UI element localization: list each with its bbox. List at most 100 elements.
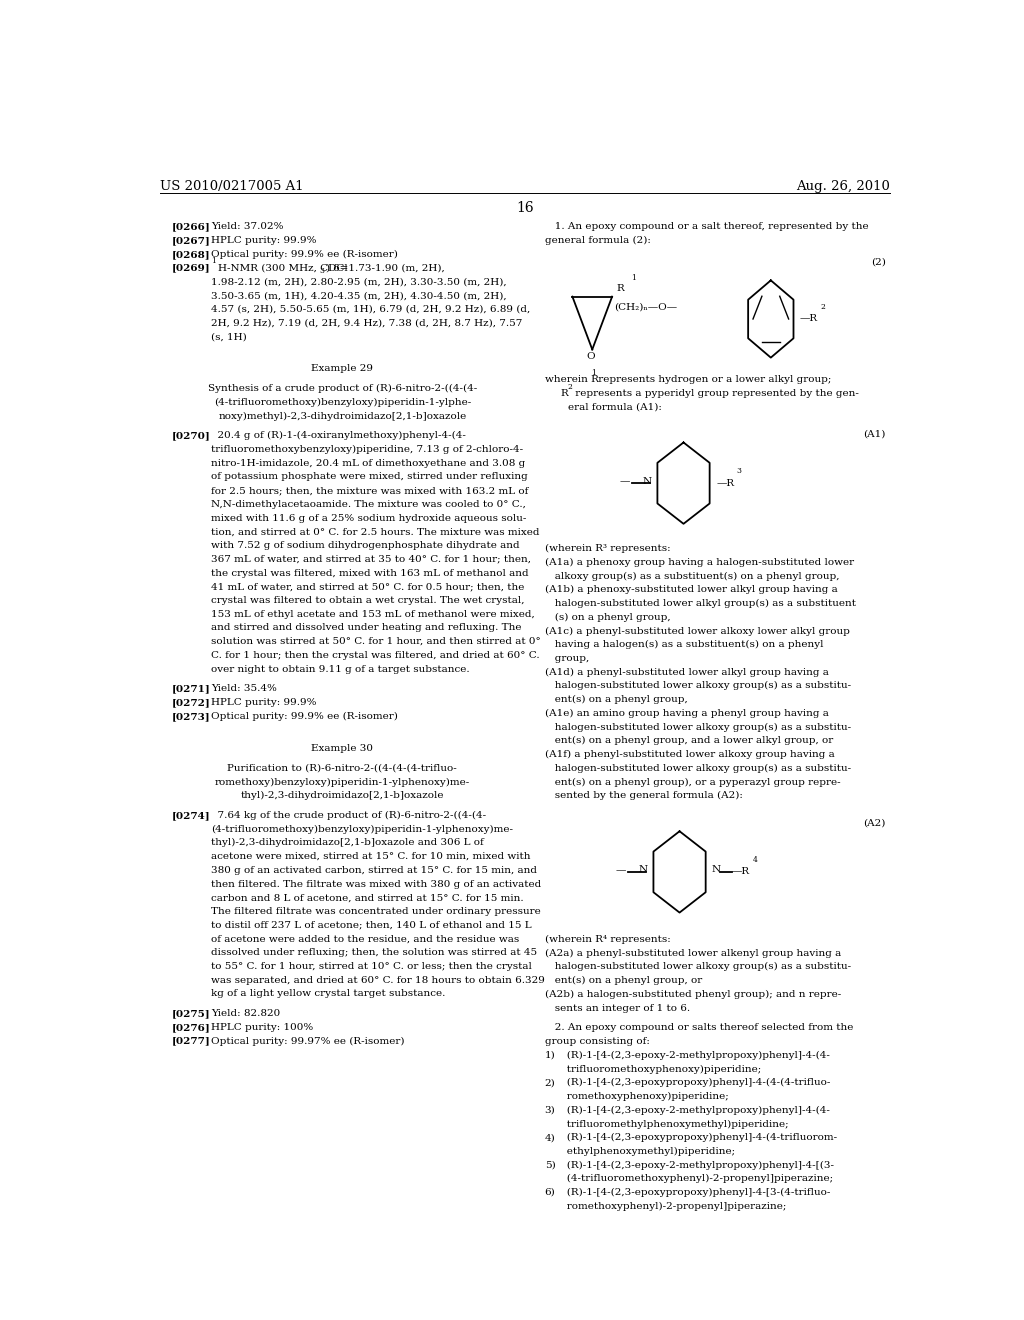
Text: 1: 1: [211, 257, 216, 265]
Text: halogen-substituted lower alkoxy group(s) as a substitu-: halogen-substituted lower alkoxy group(s…: [545, 722, 851, 731]
Text: Example 29: Example 29: [311, 364, 374, 374]
Text: [0269]: [0269]: [172, 264, 210, 273]
Text: [0272]: [0272]: [172, 698, 210, 708]
Text: romethoxyphenoxy)piperidine;: romethoxyphenoxy)piperidine;: [557, 1092, 728, 1101]
Text: —R: —R: [732, 867, 750, 876]
Text: Yield: 37.02%: Yield: 37.02%: [211, 223, 284, 231]
Text: (R)-1-[4-(2,3-epoxy-2-methylpropoxy)phenyl]-4-(4-: (R)-1-[4-(2,3-epoxy-2-methylpropoxy)phen…: [557, 1106, 829, 1115]
Text: 7.64 kg of the crude product of (R)-6-nitro-2-((4-(4-: 7.64 kg of the crude product of (R)-6-ni…: [211, 810, 486, 820]
Text: romethoxy)benzyloxy)piperidin-1-ylphenoxy)me-: romethoxy)benzyloxy)piperidin-1-ylphenox…: [215, 777, 470, 787]
Text: Purification to (R)-6-nitro-2-((4-(4-(4-trifluo-: Purification to (R)-6-nitro-2-((4-(4-(4-…: [227, 764, 457, 772]
Text: 2: 2: [567, 383, 572, 391]
Text: group,: group,: [545, 653, 589, 663]
Text: O: O: [586, 351, 595, 360]
Text: 1.98-2.12 (m, 2H), 2.80-2.95 (m, 2H), 3.30-3.50 (m, 2H),: 1.98-2.12 (m, 2H), 2.80-2.95 (m, 2H), 3.…: [211, 277, 507, 286]
Text: (R)-1-[4-(2,3-epoxypropoxy)phenyl]-4-(4-(4-trifluo-: (R)-1-[4-(2,3-epoxypropoxy)phenyl]-4-(4-…: [557, 1078, 829, 1088]
Text: solution was stirred at 50° C. for 1 hour, and then stirred at 0°: solution was stirred at 50° C. for 1 hou…: [211, 638, 541, 645]
Text: HPLC purity: 99.9%: HPLC purity: 99.9%: [211, 236, 316, 246]
Text: [0274]: [0274]: [172, 810, 210, 820]
Text: the crystal was filtered, mixed with 163 mL of methanol and: the crystal was filtered, mixed with 163…: [211, 569, 529, 578]
Text: 1: 1: [591, 368, 596, 376]
Text: [0271]: [0271]: [172, 684, 210, 693]
Text: 4): 4): [545, 1133, 555, 1142]
Text: mixed with 11.6 g of a 25% sodium hydroxide aqueous solu-: mixed with 11.6 g of a 25% sodium hydrox…: [211, 513, 526, 523]
Text: ethylphenoxymethyl)piperidine;: ethylphenoxymethyl)piperidine;: [557, 1147, 734, 1156]
Text: tion, and stirred at 0° C. for 2.5 hours. The mixture was mixed: tion, and stirred at 0° C. for 2.5 hours…: [211, 528, 540, 536]
Text: trifluoromethoxybenzyloxy)piperidine, 7.13 g of 2-chloro-4-: trifluoromethoxybenzyloxy)piperidine, 7.…: [211, 445, 523, 454]
Text: H-NMR (300 MHz, CDCl: H-NMR (300 MHz, CDCl: [218, 264, 347, 273]
Text: 41 mL of water, and stirred at 50° C. for 0.5 hour; then, the: 41 mL of water, and stirred at 50° C. fo…: [211, 582, 524, 591]
Text: carbon and 8 L of acetone, and stirred at 15° C. for 15 min.: carbon and 8 L of acetone, and stirred a…: [211, 894, 524, 903]
Text: (s) on a phenyl group,: (s) on a phenyl group,: [545, 612, 671, 622]
Text: (A1e) an amino group having a phenyl group having a: (A1e) an amino group having a phenyl gro…: [545, 709, 828, 718]
Text: 4.57 (s, 2H), 5.50-5.65 (m, 1H), 6.79 (d, 2H, 9.2 Hz), 6.89 (d,: 4.57 (s, 2H), 5.50-5.65 (m, 1H), 6.79 (d…: [211, 305, 530, 314]
Text: 367 mL of water, and stirred at 35 to 40° C. for 1 hour; then,: 367 mL of water, and stirred at 35 to 40…: [211, 554, 531, 564]
Text: 1: 1: [631, 275, 636, 282]
Text: halogen-substituted lower alkyl group(s) as a substituent: halogen-substituted lower alkyl group(s)…: [545, 599, 856, 609]
Text: halogen-substituted lower alkoxy group(s) as a substitu-: halogen-substituted lower alkoxy group(s…: [545, 681, 851, 690]
Text: represents hydrogen or a lower alkyl group;: represents hydrogen or a lower alkyl gro…: [595, 375, 831, 384]
Text: sented by the general formula (A2):: sented by the general formula (A2):: [545, 791, 742, 800]
Text: (A1a) a phenoxy group having a halogen-substituted lower: (A1a) a phenoxy group having a halogen-s…: [545, 558, 854, 568]
Text: for 2.5 hours; then, the mixture was mixed with 163.2 mL of: for 2.5 hours; then, the mixture was mix…: [211, 486, 528, 495]
Text: trifluoromethylphenoxymethyl)piperidine;: trifluoromethylphenoxymethyl)piperidine;: [557, 1119, 788, 1129]
Text: (2): (2): [871, 257, 886, 267]
Text: of potassium phosphate were mixed, stirred under refluxing: of potassium phosphate were mixed, stirr…: [211, 473, 528, 482]
Text: HPLC purity: 99.9%: HPLC purity: 99.9%: [211, 698, 316, 708]
Text: noxy)methyl)-2,3-dihydroimidazo[2,1-b]oxazole: noxy)methyl)-2,3-dihydroimidazo[2,1-b]ox…: [218, 412, 466, 421]
Text: —: —: [620, 478, 630, 487]
Text: —: —: [615, 866, 626, 875]
Text: 2: 2: [821, 302, 825, 310]
Text: (A2b) a halogen-substituted phenyl group); and n repre-: (A2b) a halogen-substituted phenyl group…: [545, 990, 841, 999]
Text: alkoxy group(s) as a substituent(s) on a phenyl group,: alkoxy group(s) as a substituent(s) on a…: [545, 572, 839, 581]
Text: (A1): (A1): [863, 429, 886, 438]
Text: acetone were mixed, stirred at 15° C. for 10 min, mixed with: acetone were mixed, stirred at 15° C. fo…: [211, 853, 530, 861]
Text: then filtered. The filtrate was mixed with 380 g of an activated: then filtered. The filtrate was mixed wi…: [211, 879, 542, 888]
Text: nitro-1H-imidazole, 20.4 mL of dimethoxyethane and 3.08 g: nitro-1H-imidazole, 20.4 mL of dimethoxy…: [211, 459, 525, 467]
Text: C. for 1 hour; then the crystal was filtered, and dried at 60° C.: C. for 1 hour; then the crystal was filt…: [211, 651, 540, 660]
Text: N: N: [712, 866, 721, 874]
Text: group consisting of:: group consisting of:: [545, 1038, 649, 1045]
Text: (A1f) a phenyl-substituted lower alkoxy group having a: (A1f) a phenyl-substituted lower alkoxy …: [545, 750, 835, 759]
Text: (R)-1-[4-(2,3-epoxy-2-methylpropoxy)phenyl]-4-[(3-: (R)-1-[4-(2,3-epoxy-2-methylpropoxy)phen…: [557, 1160, 834, 1170]
Text: Yield: 35.4%: Yield: 35.4%: [211, 684, 278, 693]
Text: wherein R: wherein R: [545, 375, 598, 384]
Text: 2): 2): [545, 1078, 555, 1088]
Text: 3: 3: [736, 467, 741, 475]
Text: 5): 5): [545, 1160, 555, 1170]
Text: (R)-1-[4-(2,3-epoxypropoxy)phenyl]-4-(4-trifluorom-: (R)-1-[4-(2,3-epoxypropoxy)phenyl]-4-(4-…: [557, 1133, 837, 1142]
Text: Example 30: Example 30: [311, 744, 374, 752]
Text: kg of a light yellow crystal target substance.: kg of a light yellow crystal target subs…: [211, 989, 445, 998]
Text: 1): 1): [545, 1051, 555, 1060]
Text: ent(s) on a phenyl group, or: ent(s) on a phenyl group, or: [545, 975, 701, 985]
Text: ) δ=1.73-1.90 (m, 2H),: ) δ=1.73-1.90 (m, 2H),: [326, 264, 444, 273]
Text: [0277]: [0277]: [172, 1036, 210, 1045]
Text: —R: —R: [800, 314, 817, 323]
Text: dissolved under refluxing; then, the solution was stirred at 45: dissolved under refluxing; then, the sol…: [211, 948, 538, 957]
Text: thyl)-2,3-dihydroimidazo[2,1-b]oxazole: thyl)-2,3-dihydroimidazo[2,1-b]oxazole: [241, 791, 444, 800]
Text: 3.50-3.65 (m, 1H), 4.20-4.35 (m, 2H), 4.30-4.50 (m, 2H),: 3.50-3.65 (m, 1H), 4.20-4.35 (m, 2H), 4.…: [211, 290, 507, 300]
Text: of acetone were added to the residue, and the residue was: of acetone were added to the residue, an…: [211, 935, 519, 944]
Text: 6): 6): [545, 1188, 555, 1197]
Text: having a halogen(s) as a substituent(s) on a phenyl: having a halogen(s) as a substituent(s) …: [545, 640, 823, 649]
Text: was separated, and dried at 60° C. for 18 hours to obtain 6.329: was separated, and dried at 60° C. for 1…: [211, 975, 545, 985]
Text: (R)-1-[4-(2,3-epoxy-2-methylpropoxy)phenyl]-4-(4-: (R)-1-[4-(2,3-epoxy-2-methylpropoxy)phen…: [557, 1051, 829, 1060]
Text: Aug. 26, 2010: Aug. 26, 2010: [796, 180, 890, 193]
Text: [0273]: [0273]: [172, 711, 210, 721]
Text: R: R: [560, 388, 568, 397]
Text: 380 g of an activated carbon, stirred at 15° C. for 15 min, and: 380 g of an activated carbon, stirred at…: [211, 866, 538, 875]
Text: eral formula (A1):: eral formula (A1):: [568, 403, 663, 412]
Text: (4-trifluoromethoxy)benzyloxy)piperidin-1-ylphenoxy)me-: (4-trifluoromethoxy)benzyloxy)piperidin-…: [211, 825, 513, 834]
Text: ent(s) on a phenyl group, and a lower alkyl group, or: ent(s) on a phenyl group, and a lower al…: [545, 737, 833, 746]
Text: HPLC purity: 100%: HPLC purity: 100%: [211, 1023, 313, 1032]
Text: (CH₂)ₙ—O—: (CH₂)ₙ—O—: [613, 302, 677, 312]
Text: [0276]: [0276]: [172, 1023, 210, 1032]
Text: (4-trifluoromethoxy)benzyloxy)piperidin-1-ylphe-: (4-trifluoromethoxy)benzyloxy)piperidin-…: [214, 397, 471, 407]
Text: Optical purity: 99.9% ee (R-isomer): Optical purity: 99.9% ee (R-isomer): [211, 711, 398, 721]
Text: 153 mL of ethyl acetate and 153 mL of methanol were mixed,: 153 mL of ethyl acetate and 153 mL of me…: [211, 610, 536, 619]
Text: ent(s) on a phenyl group), or a pyperazyl group repre-: ent(s) on a phenyl group), or a pyperazy…: [545, 777, 841, 787]
Text: and stirred and dissolved under heating and refluxing. The: and stirred and dissolved under heating …: [211, 623, 522, 632]
Text: 2. An epoxy compound or salts thereof selected from the: 2. An epoxy compound or salts thereof se…: [545, 1023, 853, 1032]
Text: (A1d) a phenyl-substituted lower alkyl group having a: (A1d) a phenyl-substituted lower alkyl g…: [545, 668, 828, 677]
Text: crystal was filtered to obtain a wet crystal. The wet crystal,: crystal was filtered to obtain a wet cry…: [211, 595, 525, 605]
